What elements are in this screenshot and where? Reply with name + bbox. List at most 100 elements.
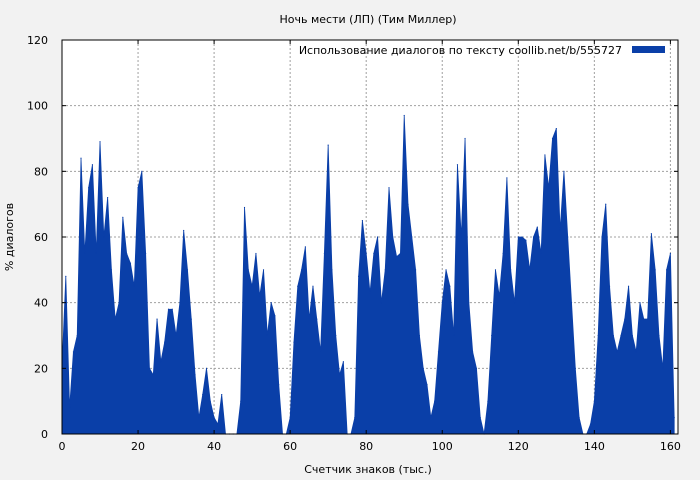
data-point — [327, 144, 329, 146]
data-point — [658, 334, 660, 337]
data-point — [525, 239, 527, 241]
data-point — [418, 334, 421, 337]
data-point — [186, 269, 189, 271]
data-point — [107, 197, 109, 199]
data-point — [240, 400, 242, 402]
data-point — [430, 416, 432, 419]
data-point — [110, 269, 113, 271]
data-point — [72, 351, 75, 353]
x-tick-label: 60 — [283, 440, 297, 453]
data-point — [555, 128, 557, 130]
data-point — [323, 252, 325, 255]
data-point — [91, 164, 94, 166]
data-point — [441, 302, 443, 304]
data-point — [407, 203, 409, 205]
data-point — [548, 187, 550, 189]
data-point — [616, 351, 618, 353]
data-point — [399, 252, 402, 255]
legend-swatch — [632, 46, 665, 53]
data-point — [114, 318, 116, 320]
data-point — [361, 219, 363, 222]
data-point — [487, 400, 489, 402]
data-point — [335, 334, 337, 337]
data-point — [540, 252, 542, 255]
data-point — [80, 157, 82, 159]
data-point — [502, 252, 504, 255]
data-point — [536, 226, 538, 228]
data-point — [646, 318, 649, 320]
data-point — [160, 361, 162, 363]
data-point — [251, 285, 253, 287]
data-point — [209, 400, 211, 402]
data-point — [669, 252, 672, 255]
data-point — [342, 361, 344, 363]
y-tick-label: 80 — [34, 165, 48, 178]
y-tick-label: 0 — [41, 428, 48, 441]
data-point — [434, 400, 436, 402]
data-point — [262, 269, 265, 271]
data-point — [338, 374, 341, 376]
data-point — [650, 233, 652, 235]
data-point — [217, 423, 219, 425]
data-point — [312, 285, 314, 287]
x-tick-label: 160 — [660, 440, 681, 453]
data-point — [137, 187, 139, 189]
data-point — [289, 416, 291, 419]
data-point — [506, 177, 508, 179]
data-point — [449, 285, 451, 287]
data-point — [521, 236, 523, 238]
data-point — [300, 269, 303, 271]
data-point — [551, 137, 554, 140]
data-point — [662, 367, 664, 369]
x-tick-label: 120 — [508, 440, 529, 453]
data-point — [494, 269, 497, 271]
data-point — [198, 416, 200, 419]
data-point — [278, 384, 280, 386]
data-point — [179, 302, 181, 304]
data-point — [460, 236, 462, 238]
data-point — [639, 302, 641, 304]
data-point — [453, 334, 455, 337]
data-point — [84, 252, 86, 255]
data-point — [213, 416, 215, 419]
data-point — [426, 384, 428, 386]
data-point — [194, 374, 196, 376]
x-tick-label: 0 — [59, 440, 66, 453]
data-point — [164, 341, 166, 343]
data-point — [456, 164, 459, 166]
data-point — [270, 302, 272, 304]
data-point — [175, 334, 177, 337]
x-tick-label: 80 — [359, 440, 373, 453]
data-point — [612, 334, 614, 337]
data-point — [205, 367, 208, 369]
data-point — [635, 351, 637, 353]
legend-label: Использование диалогов по тексту coollib… — [299, 44, 622, 57]
data-point — [411, 236, 413, 238]
data-point — [517, 236, 519, 238]
data-point — [99, 141, 101, 143]
data-point — [415, 269, 417, 271]
data-point — [373, 252, 375, 255]
data-point — [396, 256, 398, 258]
data-point — [605, 203, 607, 205]
data-point — [665, 269, 668, 271]
data-point — [357, 275, 360, 277]
x-tick-label: 100 — [432, 440, 453, 453]
data-point — [464, 137, 466, 140]
data-point — [475, 367, 478, 369]
data-point — [532, 236, 535, 238]
data-point — [316, 318, 318, 320]
data-point — [570, 302, 573, 304]
data-point — [354, 416, 356, 419]
data-point — [365, 252, 367, 255]
legend: Использование диалогов по тексту coollib… — [299, 44, 665, 57]
data-point — [574, 367, 576, 369]
data-point — [148, 367, 151, 369]
data-point — [589, 423, 592, 425]
data-point — [597, 334, 599, 337]
data-point — [559, 229, 561, 232]
data-series — [61, 114, 675, 435]
data-point — [624, 318, 626, 320]
x-tick-label: 20 — [131, 440, 145, 453]
data-point — [578, 416, 580, 419]
